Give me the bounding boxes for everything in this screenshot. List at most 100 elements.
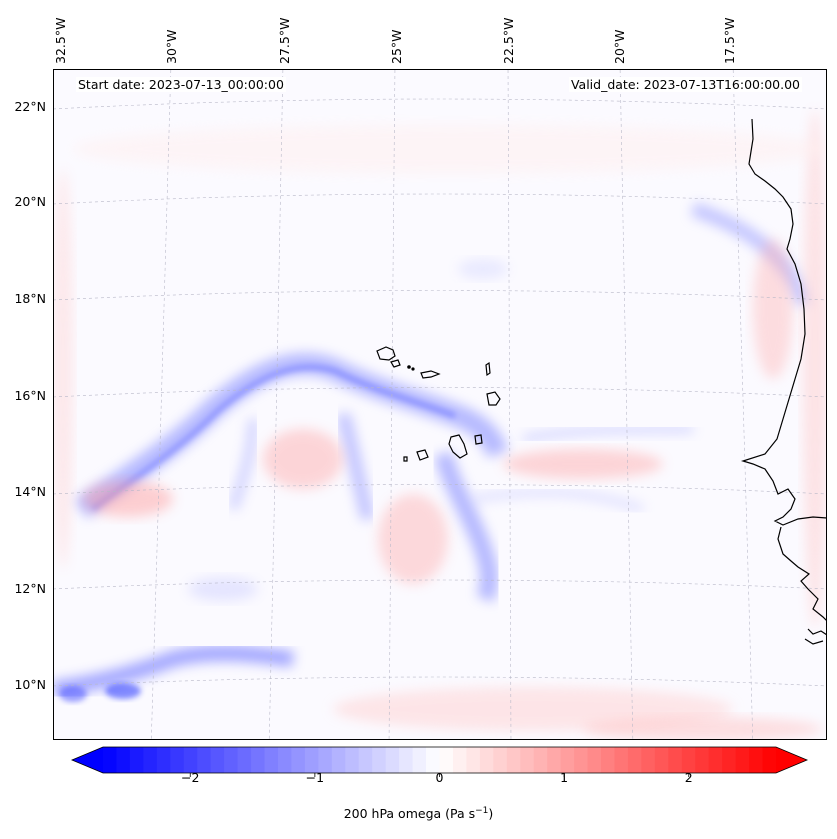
colorbar-cell <box>520 747 535 773</box>
colorbar-cell <box>399 747 414 773</box>
lat-label: 20°N <box>14 194 46 209</box>
omega-positive-patch <box>83 481 173 517</box>
colorbar-cell <box>224 747 239 773</box>
colorbar-cell <box>614 747 629 773</box>
colorbar-cell <box>426 747 440 773</box>
colorbar-cell <box>735 747 750 773</box>
island-brava <box>403 456 408 462</box>
colorbar-cell <box>708 747 723 773</box>
map-panel <box>53 69 827 740</box>
colorbar-cell <box>560 747 575 773</box>
omega-negative-streak <box>228 418 258 511</box>
colorbar-cell <box>277 747 292 773</box>
omega-positive-patch <box>263 429 343 489</box>
colorbar-cell <box>479 747 494 773</box>
colorbar-outline <box>70 746 809 774</box>
colorbar-cell <box>358 747 373 773</box>
colorbar-cell <box>547 747 562 773</box>
omega-positive-patch <box>73 124 827 174</box>
lat-label: 14°N <box>14 484 46 499</box>
african-coastline <box>740 118 827 526</box>
colorbar-cell <box>654 747 669 773</box>
colorbar <box>70 746 809 777</box>
coastline <box>376 118 827 645</box>
island-sao-vicente <box>390 359 401 368</box>
omega-negative-core <box>105 683 141 699</box>
lon-label: 30°W <box>164 29 179 64</box>
colorbar-cell <box>318 747 333 773</box>
colorbar-cell <box>601 747 615 773</box>
lon-label: 25°W <box>389 29 404 64</box>
omega-negative-streak <box>434 451 499 603</box>
african-coastline <box>777 526 827 622</box>
colorbar-cell <box>345 747 360 773</box>
island-raso <box>411 367 415 371</box>
colorbar-cell <box>385 747 400 773</box>
colorbar-tick-label: −2 <box>181 770 200 785</box>
omega-negative-patch <box>458 259 508 279</box>
colorbar-cell <box>452 747 467 773</box>
colorbar-label: 200 hPa omega (Pa s−1) <box>343 806 494 822</box>
colorbar-cell <box>143 747 158 773</box>
colorbar-cell <box>103 747 117 773</box>
island-boa-vista <box>486 391 501 406</box>
start-date-label: Start date: 2023-07-13_00:00:00 <box>76 77 286 92</box>
omega-field-map <box>53 69 827 740</box>
colorbar-cell <box>237 747 252 773</box>
omega-negative-band <box>472 488 645 513</box>
colorbar-cell <box>156 747 171 773</box>
colorbar-cell <box>493 747 508 773</box>
lon-label: 20°W <box>612 29 627 64</box>
lon-label: 32.5°W <box>53 17 68 64</box>
colorbar-cell <box>695 747 710 773</box>
colorbar-cell <box>210 747 225 773</box>
omega-positive-patch <box>53 169 73 569</box>
lon-label: 22.5°W <box>501 17 516 64</box>
omega-negative-core <box>59 686 87 702</box>
colorbar-extend-high <box>776 747 807 773</box>
lon-label: 27.5°W <box>277 17 292 64</box>
island-maio <box>474 434 483 445</box>
colorbar-cell <box>681 747 696 773</box>
omega-positive-patch <box>378 494 448 584</box>
island-santiago <box>448 434 468 459</box>
colorbar-cell <box>762 747 777 773</box>
colorbar-cell <box>574 747 589 773</box>
colorbar-cell <box>264 747 279 773</box>
lon-label: 17.5°W <box>722 17 737 64</box>
omega-positive-patch <box>803 109 827 629</box>
lat-label: 10°N <box>14 677 46 692</box>
colorbar-cell <box>183 747 198 773</box>
island-fogo <box>416 449 429 461</box>
colorbar-cell <box>304 747 319 773</box>
colorbar-cell <box>439 747 454 773</box>
island-santa-luzia <box>407 365 411 369</box>
colorbar-extend-low <box>72 747 103 773</box>
colorbar-cells <box>72 747 807 773</box>
island-sal <box>485 361 491 377</box>
colorbar-cell <box>587 747 602 773</box>
colorbar-cell <box>533 747 548 773</box>
colorbar-cell <box>722 747 737 773</box>
colorbar-cell <box>372 747 387 773</box>
omega-positive-patch <box>583 717 823 740</box>
omega-negative-patch <box>188 577 258 601</box>
colorbar-cell <box>291 747 306 773</box>
colorbar-cell <box>749 747 764 773</box>
lat-label: 18°N <box>14 291 46 306</box>
colorbar-cell <box>412 747 427 773</box>
colorbar-cell <box>668 747 683 773</box>
lat-label: 16°N <box>14 388 46 403</box>
colorbar-cell <box>627 747 642 773</box>
colorbar-tick-label: 2 <box>684 770 693 785</box>
colorbar-tick-label: 0 <box>435 770 444 785</box>
island-santo-antao <box>376 346 396 361</box>
colorbar-cell <box>641 747 656 773</box>
colorbar-ticks <box>189 773 690 777</box>
valid-date-label: Valid_date: 2023-07-13T16:00:00.00 <box>568 77 802 92</box>
colorbar-cell <box>129 747 144 773</box>
omega-negative-band <box>53 645 294 697</box>
graticule <box>53 69 827 740</box>
omega-negative-band <box>522 425 694 443</box>
african-coastline <box>804 628 827 645</box>
